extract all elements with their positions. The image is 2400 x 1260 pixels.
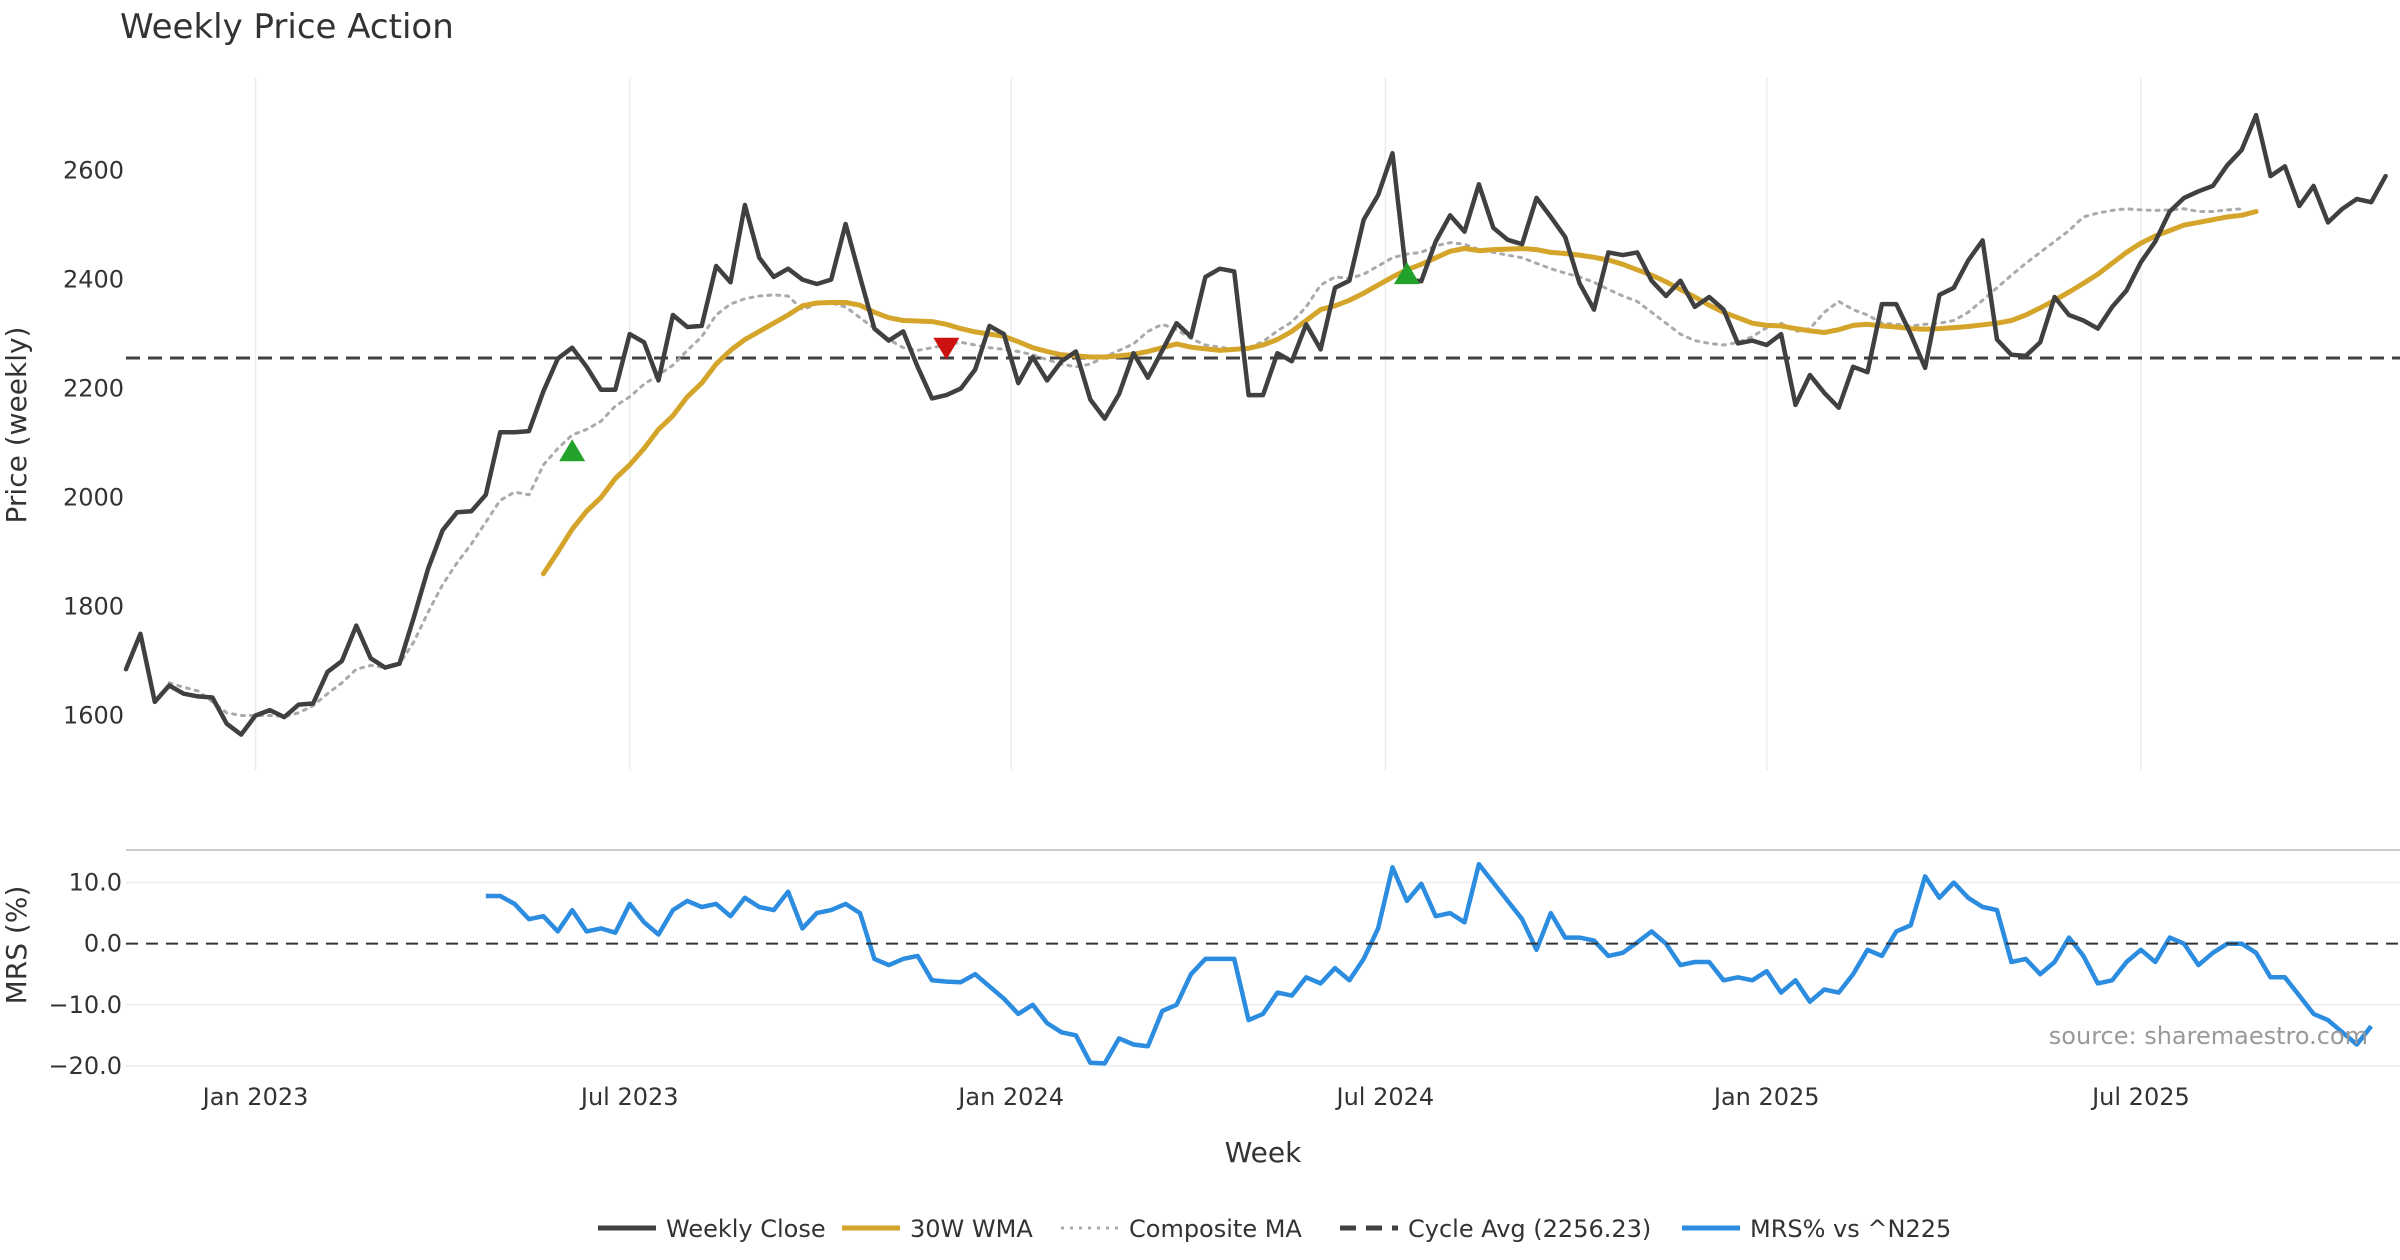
x-tick-label: Jul 2025 [2090, 1083, 2190, 1111]
x-ticks: Jan 2023 Jul 2023 Jan 2024 Jul 2024 Jan 2025… [201, 1083, 2190, 1111]
x-tick-label: Jan 2025 [1712, 1083, 1820, 1111]
legend: Weekly Close 30W WMA Composite MA Cycle Avg… [598, 1215, 1951, 1243]
price-y-tick-label: 1600 [63, 702, 124, 730]
source-note: source: sharemaestro.com [2049, 1022, 2368, 1050]
price-y-tick-label: 2200 [63, 375, 124, 403]
buy-signal-marker [559, 439, 586, 462]
legend-label: Composite MA [1129, 1215, 1302, 1243]
x-tick-label: Jul 2023 [579, 1083, 679, 1111]
price-series [123, 112, 2400, 737]
price-y-tick-label: 2000 [63, 484, 124, 512]
x-axis-label: Week [1225, 1136, 1302, 1169]
mrs-y-tick-label: −10.0 [48, 991, 122, 1019]
price-y-tick-label: 2600 [63, 157, 124, 185]
price-y-tick-label: 2400 [63, 266, 124, 294]
x-tick-label: Jul 2024 [1334, 1083, 1434, 1111]
price-grid [254, 78, 2142, 770]
legend-label: 30W WMA [910, 1215, 1033, 1243]
legend-label: Weekly Close [666, 1215, 826, 1243]
legend-item: Cycle Avg (2256.23) [1340, 1215, 1651, 1243]
price-y-axis-label: Price (weekly) [0, 327, 33, 524]
legend-item: Composite MA [1061, 1215, 1302, 1243]
mrs-y-tick-label: −20.0 [48, 1052, 122, 1080]
mrs-line [485, 861, 2373, 1066]
price-y-tick-label: 1800 [63, 593, 124, 621]
mrs-grid [126, 881, 2400, 1067]
wma-30w-line [540, 209, 2259, 577]
legend-label: Cycle Avg (2256.23) [1408, 1215, 1651, 1243]
legend-item: Weekly Close [598, 1215, 826, 1243]
composite-ma-line [167, 207, 2244, 719]
weekly-close-line [123, 112, 2388, 737]
buy-signal-marker [1393, 262, 1420, 285]
mrs-y-axis-label: MRS (%) [0, 886, 33, 1005]
mrs-series [126, 861, 2400, 1066]
chart-title: Weekly Price Action [120, 7, 454, 47]
legend-label: MRS% vs ^N225 [1750, 1215, 1951, 1243]
legend-item: 30W WMA [842, 1215, 1033, 1243]
mrs-y-ticks: −20.0 −10.0 0.0 10.0 [48, 869, 122, 1080]
legend-item: MRS% vs ^N225 [1682, 1215, 1951, 1243]
price-y-ticks: 1600 1800 2000 2200 2400 2600 [63, 157, 124, 730]
mrs-y-tick-label: 10.0 [69, 869, 122, 897]
x-tick-label: Jan 2024 [956, 1083, 1064, 1111]
sell-signal-marker [933, 337, 960, 360]
mrs-y-tick-label: 0.0 [84, 930, 122, 958]
x-tick-label: Jan 2023 [201, 1083, 309, 1111]
